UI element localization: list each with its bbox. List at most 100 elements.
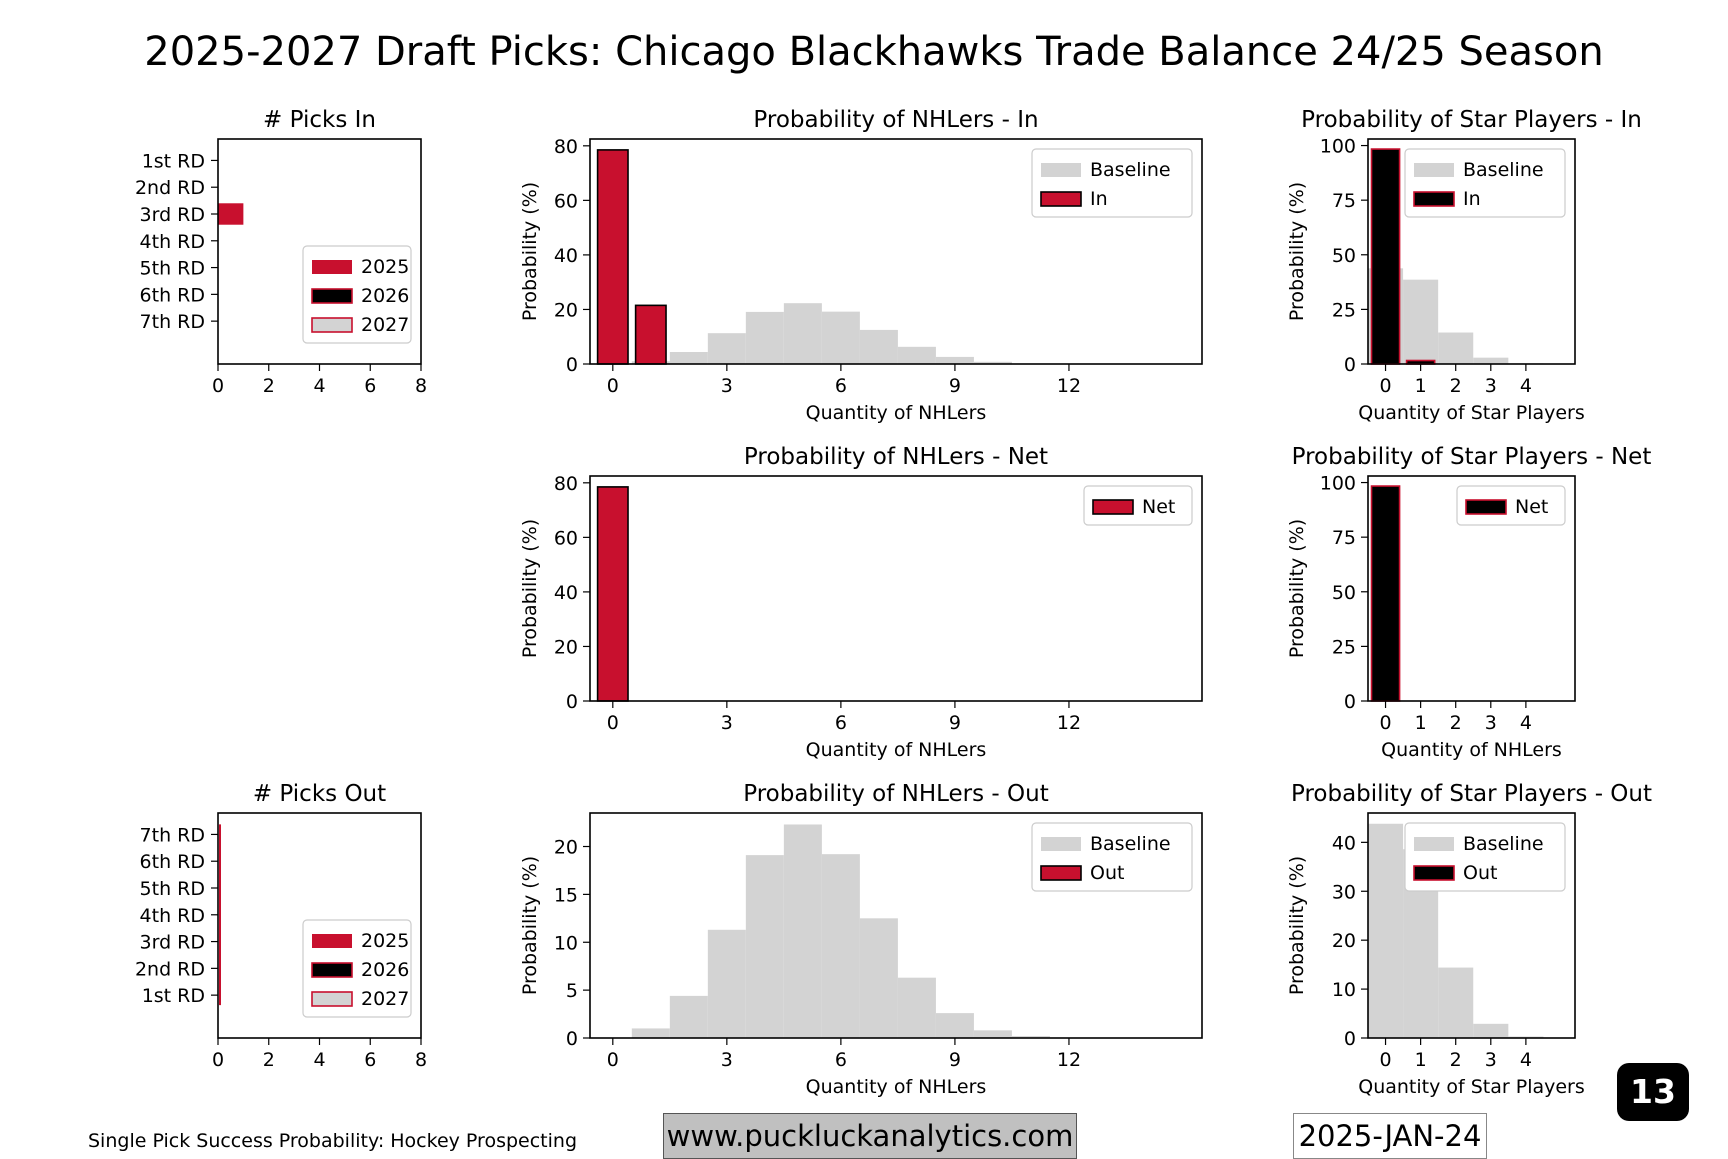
- y-axis-label: Probability (%): [1286, 856, 1308, 995]
- y-tick-label: 1st RD: [142, 985, 205, 1007]
- panel-star-in: Probability of Star Players - In02550751…: [1286, 107, 1642, 424]
- y-tick-label: 4th RD: [140, 231, 205, 253]
- legend-swatch-2025: [312, 934, 352, 948]
- x-tick-label: 0: [212, 1049, 224, 1071]
- x-tick-label: 0: [607, 712, 619, 734]
- x-axis-label: Quantity of Star Players: [1358, 1076, 1585, 1098]
- legend-label: Baseline: [1463, 833, 1544, 855]
- x-axis-label: Quantity of NHLers: [806, 402, 987, 424]
- x-tick-label: 0: [1379, 712, 1391, 734]
- baseline-bar-3: [708, 930, 746, 1038]
- y-tick-label: 20: [554, 837, 578, 859]
- legend-swatch-2027: [312, 992, 352, 1006]
- x-tick-label: 4: [1520, 712, 1532, 734]
- y-tick-label: 40: [554, 582, 578, 604]
- website-link[interactable]: www.puckluckanalytics.com: [663, 1113, 1077, 1159]
- baseline-bar-3: [708, 333, 746, 364]
- y-tick-label: 100: [1320, 473, 1356, 495]
- legend-swatch-in: [1414, 192, 1454, 206]
- baseline-bar-3: [1473, 358, 1508, 364]
- legend-label: 2027: [361, 314, 409, 336]
- y-axis-label: Probability (%): [519, 856, 541, 995]
- baseline-bar-9: [936, 357, 974, 364]
- x-tick-label: 3: [1485, 375, 1497, 397]
- x-tick-label: 8: [415, 1049, 427, 1071]
- legend-label: Net: [1515, 496, 1548, 518]
- bar-in-1: [636, 305, 666, 364]
- y-tick-label: 0: [1344, 691, 1356, 713]
- legend-label: 2026: [361, 959, 409, 981]
- y-tick-label: 0: [1344, 1028, 1356, 1050]
- baseline-bar-6: [822, 312, 860, 364]
- baseline-bar-10: [974, 1030, 1012, 1038]
- y-tick-label: 2nd RD: [135, 958, 205, 980]
- y-axis-label: Probability (%): [1286, 519, 1308, 658]
- baseline-bar-2: [670, 996, 708, 1038]
- y-tick-label: 6th RD: [140, 851, 205, 873]
- x-axis-label: Quantity of NHLers: [806, 1076, 987, 1098]
- y-tick-label: 80: [554, 473, 578, 495]
- source-note: Single Pick Success Probability: Hockey …: [88, 1130, 577, 1152]
- baseline-bar-0: [1368, 824, 1403, 1038]
- baseline-bar-2: [1438, 968, 1473, 1038]
- legend-label: Out: [1090, 862, 1124, 884]
- panel-title: Probability of NHLers - Net: [744, 444, 1048, 470]
- y-tick-label: 0: [566, 691, 578, 713]
- y-tick-label: 40: [554, 245, 578, 267]
- page-number-badge: 13: [1617, 1063, 1689, 1121]
- legend-swatch-net: [1466, 500, 1506, 514]
- legend-swatch-baseline: [1414, 163, 1454, 177]
- y-tick-label: 3rd RD: [140, 932, 206, 954]
- panel-title: Probability of NHLers - In: [753, 107, 1038, 133]
- legend-label: 2026: [361, 285, 409, 307]
- bar-net-0: [1372, 486, 1400, 701]
- y-tick-label: 50: [1332, 582, 1356, 604]
- legend-label: In: [1090, 188, 1108, 210]
- y-tick-label: 80: [554, 136, 578, 158]
- x-tick-label: 3: [721, 1049, 733, 1071]
- y-tick-label: 60: [554, 527, 578, 549]
- x-tick-label: 6: [835, 375, 847, 397]
- baseline-bar-9: [936, 1013, 974, 1038]
- x-tick-label: 6: [835, 1049, 847, 1071]
- x-tick-label: 0: [607, 375, 619, 397]
- y-tick-label: 50: [1332, 245, 1356, 267]
- panel-title: Probability of Star Players - Out: [1291, 781, 1652, 807]
- y-tick-label: 1st RD: [142, 150, 205, 172]
- y-tick-label: 25: [1332, 636, 1356, 658]
- bar-2025-3rd-rd: [218, 203, 243, 224]
- x-axis-label: Quantity of Star Players: [1358, 402, 1585, 424]
- y-tick-label: 20: [1332, 930, 1356, 952]
- legend-label: Baseline: [1463, 159, 1544, 181]
- x-tick-label: 0: [1379, 1049, 1391, 1071]
- x-tick-label: 0: [212, 375, 224, 397]
- legend-swatch-out: [1041, 866, 1081, 880]
- x-tick-label: 6: [835, 712, 847, 734]
- x-tick-label: 0: [1379, 375, 1391, 397]
- baseline-bar-1: [632, 1028, 670, 1038]
- baseline-bar-7: [860, 918, 898, 1038]
- legend-label: Out: [1463, 862, 1497, 884]
- x-tick-label: 2: [1450, 712, 1462, 734]
- panel-title: Probability of Star Players - Net: [1292, 444, 1652, 470]
- y-tick-label: 3rd RD: [140, 204, 206, 226]
- legend-label: Baseline: [1090, 833, 1171, 855]
- y-tick-label: 40: [1332, 832, 1356, 854]
- panel-star-net: Probability of Star Players - Net0255075…: [1286, 444, 1651, 761]
- y-tick-label: 25: [1332, 299, 1356, 321]
- x-tick-label: 12: [1057, 1049, 1081, 1071]
- y-tick-label: 30: [1332, 881, 1356, 903]
- baseline-bar-4: [746, 855, 784, 1038]
- legend-swatch-baseline: [1041, 163, 1081, 177]
- x-tick-label: 1: [1415, 712, 1427, 734]
- panel-title: Probability of NHLers - Out: [743, 781, 1049, 807]
- y-tick-label: 6th RD: [140, 284, 205, 306]
- x-tick-label: 0: [607, 1049, 619, 1071]
- x-tick-label: 3: [721, 375, 733, 397]
- x-tick-label: 8: [415, 375, 427, 397]
- baseline-bar-1: [1403, 280, 1438, 364]
- x-tick-label: 2: [1450, 375, 1462, 397]
